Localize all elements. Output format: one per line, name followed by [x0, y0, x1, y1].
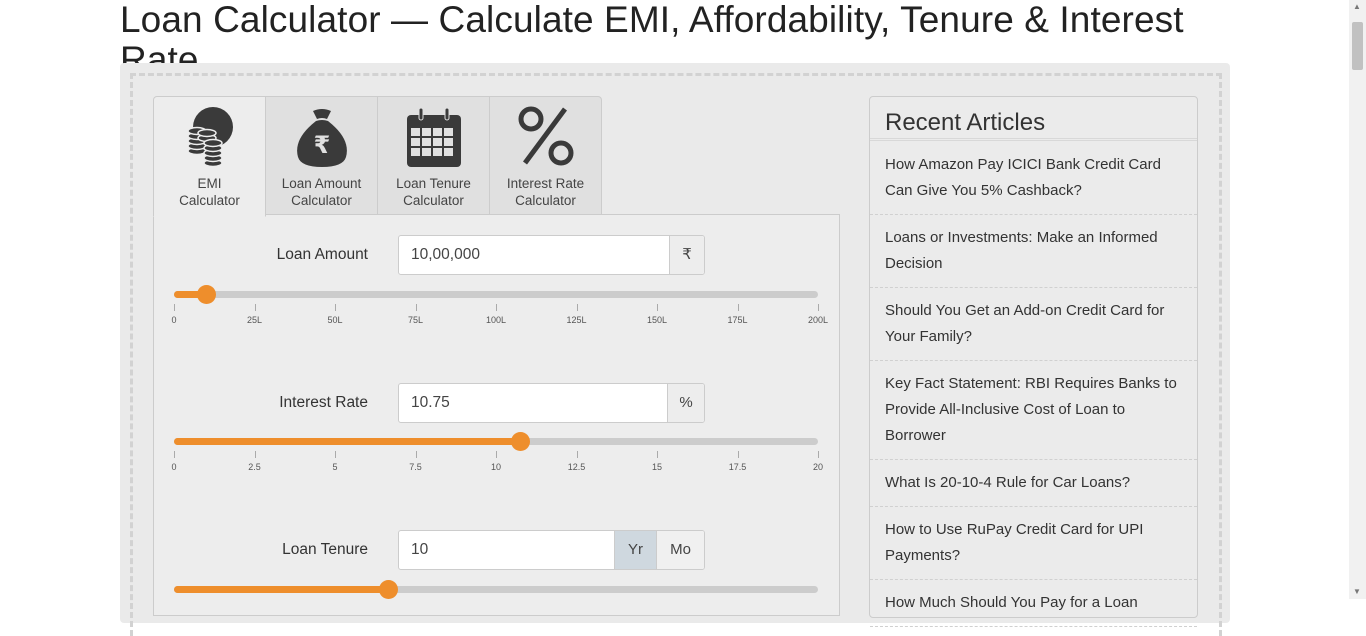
- loan-amount-input[interactable]: 10,00,000: [411, 246, 480, 263]
- scale-tick-label: 0: [171, 462, 177, 472]
- calculator-border: [130, 73, 1222, 636]
- scale-tick-label: 17.5: [728, 462, 747, 472]
- tab-loan-tenure-calculator[interactable]: Loan Tenure Calculator: [378, 96, 490, 216]
- scale-tick: [415, 304, 417, 311]
- loan-amount-slider-fill: [174, 291, 207, 298]
- scale-tick-label: 5: [332, 462, 338, 472]
- loan-tenure-input[interactable]: 10: [411, 541, 429, 558]
- article-link[interactable]: How Much Should You Pay for a Loan: [870, 580, 1197, 627]
- recent-articles-sidebar: Recent Articles How Amazon Pay ICICI Ban…: [869, 96, 1198, 627]
- article-link[interactable]: Key Fact Statement: RBI Requires Banks t…: [870, 361, 1197, 460]
- interest-rate-slider-fill: [174, 438, 521, 445]
- article-link[interactable]: What Is 20-10-4 Rule for Car Loans?: [870, 460, 1197, 507]
- scale-tick: [576, 451, 578, 458]
- article-link[interactable]: Should You Get an Add-on Credit Card for…: [870, 288, 1197, 361]
- scale-tick-label: 15: [651, 462, 662, 472]
- articles-list: How Amazon Pay ICICI Bank Credit Card Ca…: [870, 142, 1197, 627]
- scale-tick: [335, 451, 336, 458]
- scale-tick: [737, 451, 739, 458]
- loan-amount-slider[interactable]: [174, 285, 818, 304]
- tab-label: Loan Amount Calculator: [281, 176, 362, 208]
- tab-label: Loan Tenure Calculator: [396, 176, 471, 208]
- scale-tick: [254, 304, 256, 311]
- scale-tick: [496, 451, 497, 458]
- scale-tick-label: 20: [812, 462, 823, 472]
- recent-articles-title: Recent Articles: [885, 109, 1046, 136]
- scale-tick: [657, 304, 658, 311]
- tab-interest-rate-calculator[interactable]: Interest Rate Calculator: [490, 96, 602, 216]
- scale-tick-label: 12.5: [567, 462, 586, 472]
- scroll-down-arrow-icon[interactable]: ▼: [1353, 587, 1361, 596]
- scale-tick: [254, 451, 256, 458]
- loan-amount-label: Loan Amount: [276, 246, 368, 263]
- interest-rate-input-group: 10.75 %: [398, 383, 705, 423]
- tenure-month-toggle[interactable]: Mo: [656, 531, 704, 569]
- article-link[interactable]: Loans or Investments: Make an Informed D…: [870, 215, 1197, 288]
- interest-rate-scale: 0 2.5 5 7.5 10 12.5 15 17.5 20: [171, 451, 823, 472]
- loan-tenure-slider[interactable]: [174, 580, 818, 599]
- scale-tick-label: 50L: [327, 315, 343, 325]
- tenure-year-toggle[interactable]: Yr: [614, 531, 656, 569]
- tab-label: Interest Rate Calculator: [506, 176, 585, 208]
- scale-tick: [657, 451, 658, 458]
- article-link[interactable]: How to Use RuPay Credit Card for UPI Pay…: [870, 507, 1197, 580]
- loan-amount-scale: 0 25L 50L 75L 100L 125L 150L 175L 200L: [171, 304, 828, 325]
- article-link[interactable]: How Amazon Pay ICICI Bank Credit Card Ca…: [870, 142, 1197, 215]
- scale-tick: [576, 304, 578, 311]
- sidebar-divider: [870, 138, 1197, 141]
- scale-tick: [174, 304, 175, 311]
- scale-tick-label: 0: [171, 315, 177, 325]
- loan-tenure-input-group: 10 Yr Mo: [398, 530, 705, 570]
- money-bag-icon: ₹: [266, 105, 377, 169]
- interest-rate-label: Interest Rate: [279, 394, 368, 411]
- scale-tick-label: 25L: [246, 315, 263, 325]
- scale-tick-label: 150L: [646, 315, 668, 325]
- scale-tick: [818, 304, 819, 311]
- scale-tick-label: 7.5: [409, 462, 422, 472]
- percent-unit: %: [667, 384, 704, 422]
- interest-rate-slider-handle[interactable]: [511, 432, 531, 451]
- scale-tick: [737, 304, 739, 311]
- scale-tick: [496, 304, 497, 311]
- scale-tick: [174, 451, 175, 458]
- tab-emi-calculator[interactable]: EMI Calculator: [153, 96, 266, 217]
- loan-tenure-slider-fill: [174, 586, 389, 593]
- loan-amount-slider-handle[interactable]: [197, 285, 217, 304]
- rupee-unit: ₹: [669, 236, 704, 274]
- scale-tick-label: 100L: [485, 315, 507, 325]
- scroll-up-arrow-icon[interactable]: ▲: [1353, 2, 1361, 11]
- page-scrollbar[interactable]: ▲ ▼: [1349, 0, 1366, 599]
- percent-icon: [490, 105, 601, 169]
- interest-rate-slider[interactable]: [174, 432, 818, 451]
- loan-tenure-label: Loan Tenure: [282, 541, 368, 558]
- scale-tick-label: 75L: [407, 315, 424, 325]
- scale-tick-label: 175L: [727, 315, 748, 325]
- scale-tick: [415, 451, 417, 458]
- loan-tenure-slider-handle[interactable]: [379, 580, 399, 599]
- scrollbar-thumb[interactable]: [1352, 22, 1363, 70]
- interest-rate-input[interactable]: 10.75: [411, 394, 450, 411]
- loan-amount-input-group: 10,00,000 ₹: [398, 235, 705, 275]
- scale-tick-label: 200L: [807, 315, 829, 325]
- svg-text:₹: ₹: [313, 131, 330, 159]
- tab-loan-amount-calculator[interactable]: ₹ Loan Amount Calculator: [266, 96, 378, 216]
- scale-tick: [335, 304, 336, 311]
- calculator-tabs: EMI Calculator ₹ Loan Amount Calculator: [153, 96, 602, 217]
- tab-label: EMI Calculator: [179, 176, 240, 208]
- coins-icon: [154, 105, 265, 169]
- scale-tick: [818, 451, 819, 458]
- scale-tick-label: 125L: [566, 315, 587, 325]
- scale-tick-label: 10: [490, 462, 501, 472]
- calendar-icon: [378, 105, 489, 169]
- scale-tick-label: 2.5: [248, 462, 261, 472]
